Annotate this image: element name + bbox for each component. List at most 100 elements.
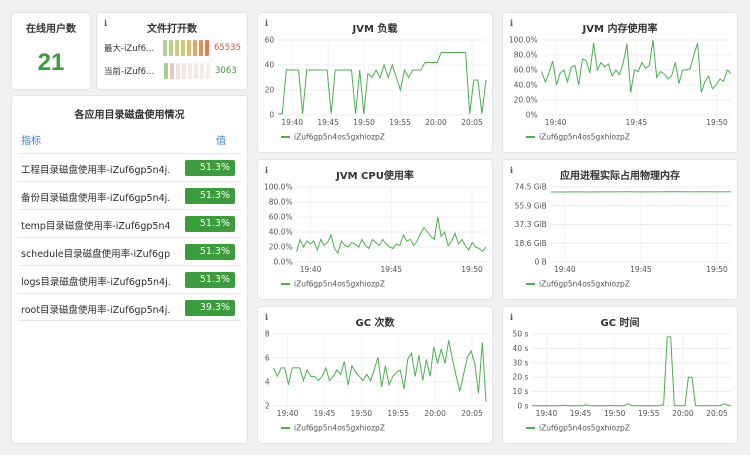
x-tick-label: 20:05 (461, 118, 483, 127)
line-chart: 0 s 10 s 20 s 30 s 40 s 50 s 19:40 19:45 19:50 19… (513, 330, 732, 433)
y-tick-label: 40.0% (269, 228, 293, 237)
row-value: 51.3% (185, 160, 235, 176)
y-tick-label: 100.0% (509, 36, 538, 45)
online-users-panel: 在线用户数 21 (11, 12, 91, 90)
row-metric: schedule目录磁盘使用率-iZuf6gp... (21, 249, 171, 260)
panel-title: JVM 负载 (352, 24, 398, 35)
legend-label[interactable]: iZuf6gp5n4os5gxhiozpZ (539, 280, 630, 289)
y-tick-label: 40 s (513, 344, 529, 353)
row-metric: temp目录磁盘使用率-iZuf6gp5n4... (21, 221, 171, 232)
x-tick-label: 20:05 (706, 409, 728, 418)
info-icon[interactable]: i (510, 312, 514, 322)
physical-memory-panel: i 应用进程实际占用物理内存 0 B 18.6 GiB 37.3 GiB 55.9 GiB… (502, 159, 738, 300)
x-tick-label: 19:45 (317, 118, 339, 127)
row-value: 51.3% (185, 244, 235, 260)
gauge-segment (198, 40, 203, 56)
x-tick-label: 19:50 (604, 409, 626, 418)
column-header-metric[interactable]: 指标 (21, 136, 41, 147)
y-tick-label: 60.0% (269, 213, 293, 222)
jvm-memory-panel: i JVM 内存使用率 0% 20.0% 40.0% 60.0% 80.0% 100.0% 19… (502, 12, 738, 153)
info-icon[interactable]: i (265, 18, 269, 28)
row-value: 51.3% (185, 188, 235, 204)
panel-title: 文件打开数 (147, 24, 197, 35)
legend-label[interactable]: iZuf6gp5n4os5gxhiozpZ (539, 424, 630, 433)
gauge-segment (168, 40, 173, 56)
y-tick-label: 2 (265, 402, 270, 411)
gauge-segment (170, 63, 174, 79)
jvm-load-panel: i JVM 负载 0 20 40 60 19:40 19:45 19:50 19:55 20:00 2… (257, 12, 493, 153)
gauge-segment (186, 40, 191, 56)
info-icon[interactable]: i (104, 18, 108, 28)
panel-title: 各应用目录磁盘使用情况 (74, 110, 185, 121)
legend-label[interactable]: iZuf6gp5n4os5gxhiozpZ (294, 424, 385, 433)
x-tick-label: 19:45 (314, 409, 336, 418)
row-metric: 工程目录磁盘使用率-iZuf6gp5n4j... (21, 165, 171, 176)
gauge-segment (192, 40, 197, 56)
gauge-segment (182, 63, 186, 79)
y-tick-label: 50 s (513, 330, 529, 339)
panel-title: 应用进程实际占用物理内存 (560, 171, 680, 182)
y-tick-label: 0 (269, 111, 274, 120)
gauge-segment (164, 63, 168, 79)
x-tick-label: 19:45 (380, 265, 402, 274)
line-chart: 0.0% 20.0% 40.0% 60.0% 80.0% 100.0% 19:40 19:45… (264, 183, 487, 289)
legend-label[interactable]: iZuf6gp5n4os5gxhiozpZ (294, 280, 385, 289)
x-tick-label: 20:00 (672, 409, 694, 418)
row-value: 39.3% (185, 300, 235, 316)
info-icon[interactable]: i (510, 165, 514, 175)
table-row: temp目录磁盘使用率-iZuf6gp5n4... 51.3% (18, 209, 241, 237)
legend-label[interactable]: iZuf6gp5n4os5gxhiozpZ (294, 133, 385, 142)
bar-gauge (164, 63, 210, 79)
y-tick-label: 4 (265, 378, 270, 387)
table-row: schedule目录磁盘使用率-iZuf6gp... 51.3% (18, 237, 241, 265)
gauge-segment (176, 63, 180, 79)
gauge-label: 当前-iZuf6... (104, 67, 155, 77)
y-tick-label: 74.5 GiB (515, 183, 547, 192)
jvm-cpu-panel: i JVM CPU使用率 0.0% 20.0% 40.0% 60.0% 80.0% 100.0… (257, 159, 493, 300)
info-icon[interactable]: i (265, 165, 269, 175)
y-tick-label: 30 s (513, 358, 529, 367)
line-chart: 0 B 18.6 GiB 37.3 GiB 55.9 GiB 74.5 GiB 19:40… (515, 183, 732, 289)
y-tick-label: 0% (526, 111, 538, 120)
gauge-segment (206, 63, 210, 79)
y-tick-label: 55.9 GiB (515, 201, 547, 210)
y-tick-label: 80.0% (514, 51, 538, 60)
x-tick-label: 19:40 (545, 118, 567, 127)
info-icon[interactable]: i (510, 18, 514, 28)
panel-title: GC 次数 (355, 318, 395, 329)
gauge-segment (204, 40, 209, 56)
row-metric: 备份目录磁盘使用率-iZuf6gp5n4j... (21, 193, 171, 204)
x-tick-label: 19:40 (277, 409, 299, 418)
gauge-segment (200, 63, 204, 79)
y-tick-label: 18.6 GiB (515, 239, 547, 248)
row-metric: logs目录磁盘使用率-iZuf6gp5n4j... (21, 277, 171, 288)
x-tick-label: 19:40 (536, 409, 558, 418)
table-header: 指标 值 (18, 132, 241, 148)
legend-label[interactable]: iZuf6gp5n4os5gxhiozpZ (539, 133, 630, 142)
line-chart: 0% 20.0% 40.0% 60.0% 80.0% 100.0% 19:40 19:45 19… (509, 36, 732, 142)
x-tick-label: 19:40 (300, 265, 322, 274)
y-tick-label: 0 s (517, 402, 528, 411)
online-users-value: 21 (37, 49, 65, 76)
bar-gauge (162, 40, 209, 56)
table-row: 备份目录磁盘使用率-iZuf6gp5n4j... 51.3% (18, 181, 241, 209)
x-tick-label: 19:50 (353, 118, 375, 127)
panel-title: GC 时间 (600, 318, 640, 329)
open-files-max-row: 最大-iZuf6... 65535 (104, 40, 241, 56)
panel-title: 在线用户数 (26, 24, 76, 35)
table-row: 工程目录磁盘使用率-iZuf6gp5n4j... 51.3% (18, 153, 241, 181)
gauge-segment (188, 63, 192, 79)
x-tick-label: 19:50 (461, 265, 483, 274)
y-tick-label: 40 (265, 61, 275, 70)
y-tick-label: 20 s (513, 373, 529, 382)
column-header-value[interactable]: 值 (216, 136, 226, 147)
gauge-segment (194, 63, 198, 79)
y-tick-label: 60.0% (514, 66, 538, 75)
x-tick-label: 19:50 (351, 409, 373, 418)
x-tick-label: 20:05 (461, 409, 483, 418)
panel-title: JVM CPU使用率 (336, 171, 414, 182)
y-tick-label: 20.0% (269, 243, 293, 252)
info-icon[interactable]: i (265, 312, 269, 322)
gc-count-panel: i GC 次数 2 4 6 8 19:40 19:45 19:50 19:55 20:00 20:05… (257, 306, 493, 444)
x-tick-label: 19:40 (554, 265, 576, 274)
